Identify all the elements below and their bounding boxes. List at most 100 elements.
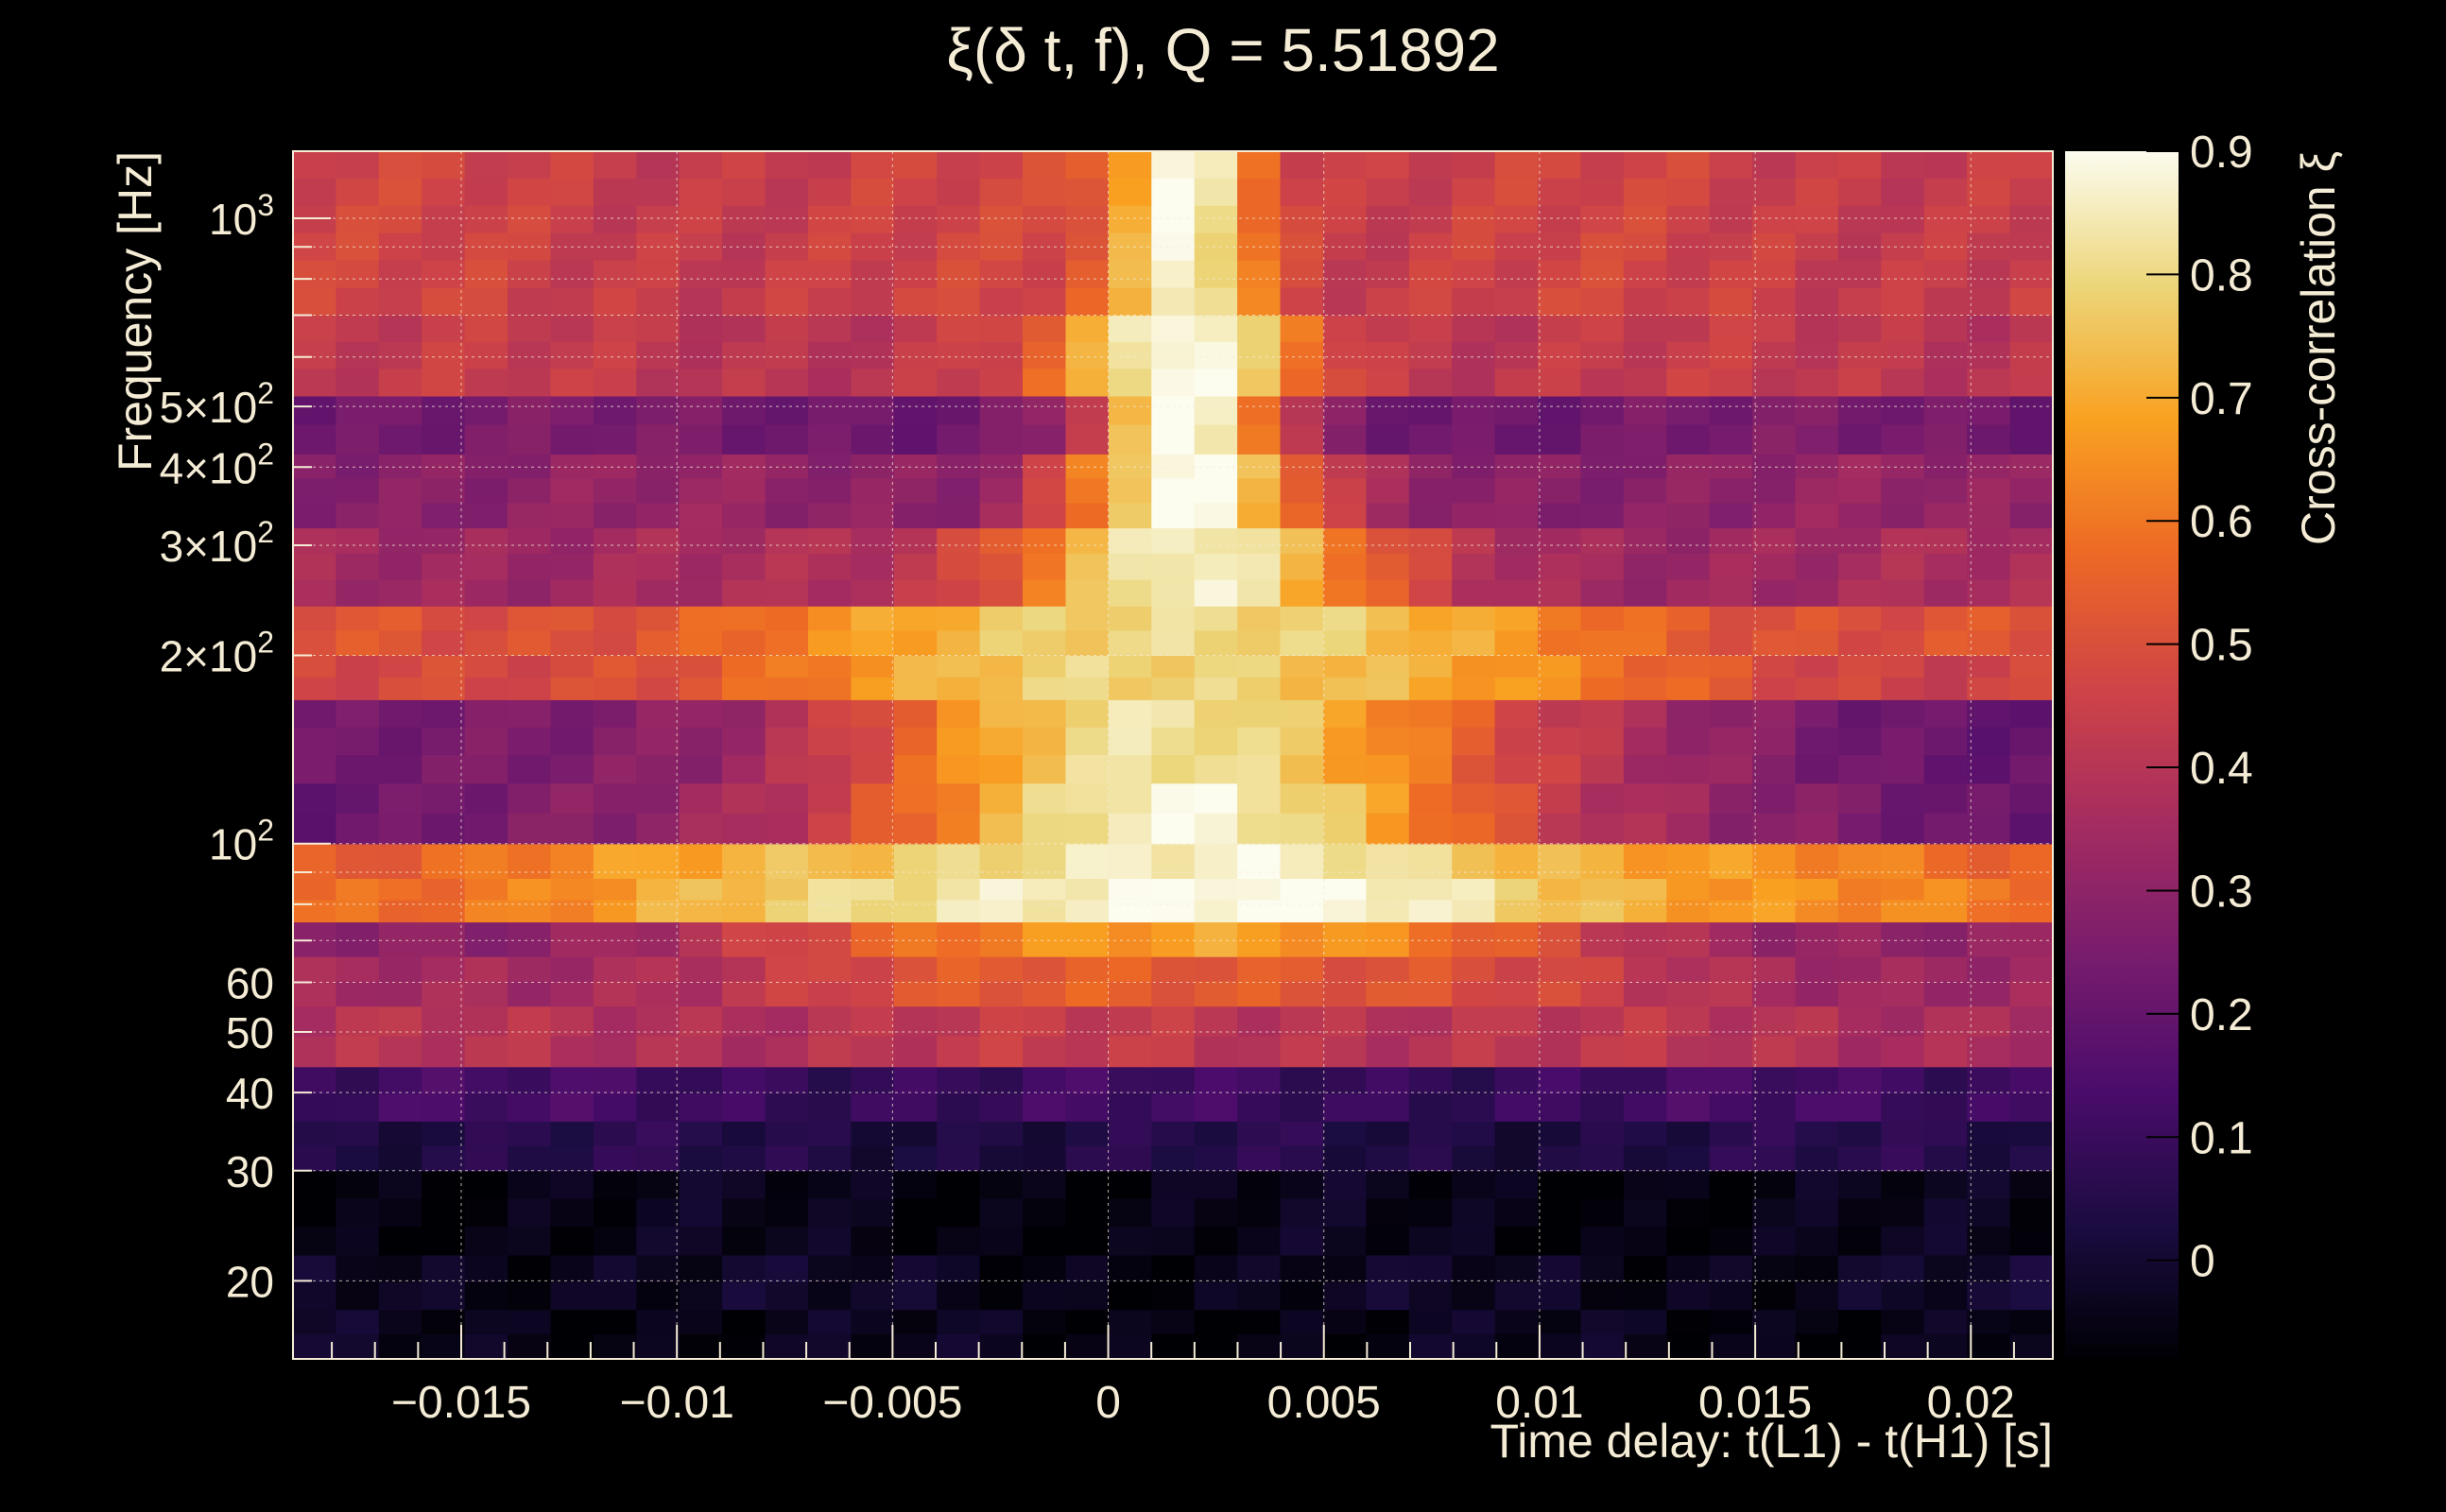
heatmap-cell bbox=[1623, 878, 1667, 902]
heatmap-cell bbox=[851, 699, 895, 729]
heatmap-cell bbox=[1023, 630, 1066, 657]
heatmap-cell bbox=[593, 956, 637, 982]
heatmap-cell bbox=[1237, 755, 1282, 784]
heatmap-cell bbox=[1194, 1093, 1238, 1122]
heatmap-cell bbox=[636, 424, 680, 455]
heatmap-cell bbox=[1538, 956, 1581, 982]
heatmap-cell bbox=[937, 1093, 981, 1122]
x-tick-label: 0 bbox=[1095, 1378, 1121, 1428]
heatmap-cell bbox=[293, 205, 336, 234]
heatmap-cell bbox=[979, 1066, 1024, 1095]
heatmap-cell bbox=[1108, 1170, 1152, 1200]
heatmap-cell bbox=[550, 1145, 594, 1172]
heatmap-cell bbox=[1837, 424, 1882, 455]
heatmap-cell bbox=[1452, 1036, 1496, 1068]
heatmap-cell bbox=[893, 478, 938, 504]
heatmap-cell bbox=[508, 655, 552, 679]
heatmap-cell bbox=[679, 1198, 723, 1228]
heatmap-cell bbox=[2009, 315, 2053, 343]
heatmap-cell bbox=[1408, 1036, 1453, 1068]
heatmap-cell bbox=[979, 921, 1024, 957]
heatmap-cell bbox=[1923, 260, 1968, 289]
heatmap-cell bbox=[2009, 655, 2053, 679]
heatmap-cell bbox=[1923, 395, 1968, 426]
heatmap-cell bbox=[1538, 395, 1581, 426]
heatmap-cell bbox=[1151, 655, 1196, 679]
heatmap-cell bbox=[378, 260, 422, 289]
heatmap-cell bbox=[636, 956, 680, 982]
heatmap-cell bbox=[1065, 1145, 1110, 1172]
heatmap-cell bbox=[1323, 554, 1367, 581]
heatmap-cell bbox=[293, 727, 336, 756]
heatmap-cell bbox=[1023, 677, 1066, 700]
heatmap-cell bbox=[679, 1281, 723, 1311]
heatmap-cell bbox=[508, 315, 552, 343]
heatmap-cell bbox=[1023, 579, 1066, 607]
heatmap-cell bbox=[765, 1281, 809, 1311]
heatmap-cell bbox=[1881, 878, 1925, 902]
heatmap-cell bbox=[1837, 315, 1882, 343]
heatmap-cell bbox=[1452, 878, 1496, 902]
heatmap-cell bbox=[1366, 921, 1410, 957]
heatmap-cell bbox=[1494, 813, 1539, 845]
heatmap-cell bbox=[508, 1066, 552, 1095]
heatmap-cell bbox=[1194, 630, 1238, 657]
heatmap-cell bbox=[937, 424, 981, 455]
heatmap-cell bbox=[1452, 1093, 1496, 1122]
heatmap-cell bbox=[1923, 813, 1968, 845]
heatmap-cell bbox=[893, 630, 938, 657]
heatmap-cell bbox=[1108, 315, 1152, 343]
heatmap-cell bbox=[550, 341, 594, 369]
heatmap-cell bbox=[1323, 655, 1367, 679]
heatmap-cell bbox=[1151, 503, 1196, 529]
heatmap-cell bbox=[378, 151, 422, 180]
heatmap-cell bbox=[1366, 956, 1410, 982]
heatmap-cell bbox=[1366, 1036, 1410, 1068]
heatmap-cell bbox=[1709, 1281, 1753, 1311]
heatmap-cell bbox=[636, 315, 680, 343]
heatmap-cell bbox=[1323, 1333, 1367, 1359]
heatmap-cell bbox=[1881, 478, 1925, 504]
heatmap-cell bbox=[1752, 677, 1797, 700]
heatmap-cell bbox=[1452, 755, 1496, 784]
heatmap-cell bbox=[1923, 1198, 1968, 1228]
heatmap-cell bbox=[464, 1198, 508, 1228]
heatmap-cell bbox=[508, 1145, 552, 1172]
heatmap-cell bbox=[1538, 1066, 1581, 1095]
heatmap-cell bbox=[1795, 579, 1839, 607]
heatmap-cell bbox=[336, 900, 380, 923]
heatmap-cell bbox=[336, 503, 380, 529]
heatmap-cell bbox=[1323, 981, 1367, 1007]
heatmap-cell bbox=[1108, 956, 1152, 982]
heatmap-cell bbox=[1795, 782, 1839, 815]
heatmap-cell bbox=[422, 956, 466, 982]
heatmap-cell bbox=[1623, 287, 1667, 317]
heatmap-cell bbox=[2009, 341, 2053, 369]
heatmap-cell bbox=[1967, 287, 2011, 317]
heatmap-cell bbox=[893, 287, 938, 317]
heatmap-cell bbox=[722, 1036, 767, 1068]
heatmap-cell bbox=[1323, 527, 1367, 555]
heatmap-cell bbox=[1881, 369, 1925, 397]
heatmap-cell bbox=[851, 260, 895, 289]
heatmap-cell bbox=[1237, 1093, 1282, 1122]
heatmap-cell bbox=[1580, 503, 1625, 529]
heatmap-cell bbox=[1151, 527, 1196, 555]
heatmap-cell bbox=[765, 1227, 809, 1256]
heatmap-cell bbox=[2009, 1227, 2053, 1256]
colorbar-tick-label: 0.2 bbox=[2190, 990, 2253, 1040]
heatmap-cell bbox=[508, 1121, 552, 1147]
heatmap-cell bbox=[336, 699, 380, 729]
heatmap-cell bbox=[2009, 1170, 2053, 1200]
heatmap-cell bbox=[1967, 527, 2011, 555]
heatmap-cell bbox=[422, 1198, 466, 1228]
heatmap-cell bbox=[1065, 1281, 1110, 1311]
heatmap-cell bbox=[808, 981, 852, 1007]
heatmap-cell bbox=[1065, 782, 1110, 815]
heatmap-cell bbox=[1108, 677, 1152, 700]
heatmap-cell bbox=[1323, 205, 1367, 234]
heatmap-cell bbox=[1538, 260, 1581, 289]
heatmap-cell bbox=[765, 956, 809, 982]
heatmap-cell bbox=[550, 878, 594, 902]
heatmap-cell bbox=[336, 782, 380, 815]
